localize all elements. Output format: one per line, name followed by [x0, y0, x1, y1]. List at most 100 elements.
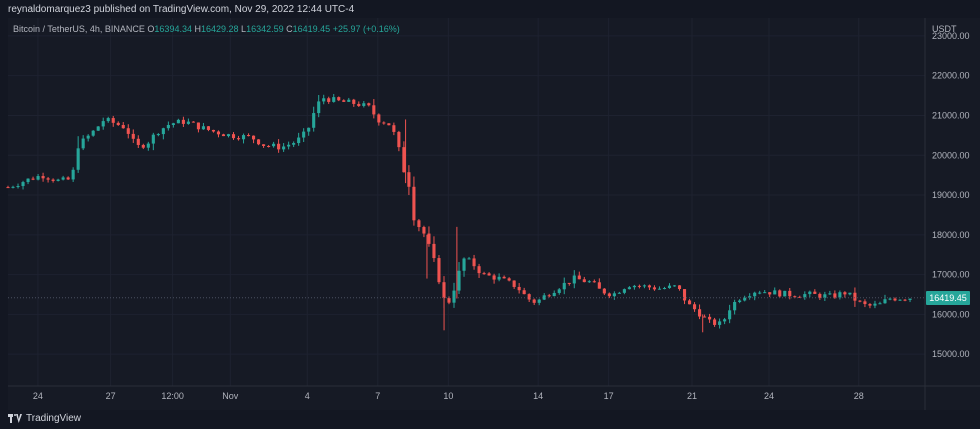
- candle-body: [377, 114, 381, 123]
- candle-body: [482, 273, 486, 275]
- candle-body: [632, 285, 636, 288]
- x-tick-label: 24: [33, 391, 43, 401]
- y-tick-label: 22000.00: [932, 71, 970, 81]
- candle-body: [828, 293, 832, 295]
- candle-body: [427, 233, 431, 244]
- candle-body: [211, 129, 216, 132]
- candle-body: [191, 121, 195, 123]
- candle-body: [171, 123, 175, 126]
- candle-body: [166, 125, 170, 129]
- y-tick-label: 18000.00: [932, 230, 970, 240]
- candle-body: [51, 179, 55, 181]
- candle-body: [352, 99, 356, 104]
- candle-body: [768, 292, 772, 295]
- candle-body: [181, 119, 185, 124]
- candle-body: [823, 294, 827, 298]
- candle-body: [743, 297, 747, 301]
- candle-body: [562, 282, 566, 290]
- candle-body: [367, 103, 371, 106]
- candle-body: [91, 130, 95, 136]
- y-tick-label: 21000.00: [932, 110, 970, 120]
- candle-body: [893, 298, 897, 301]
- candle-body: [487, 273, 491, 276]
- candle-body: [41, 176, 45, 179]
- candle-body: [612, 293, 616, 297]
- candle-body: [557, 289, 561, 293]
- candle-body: [287, 144, 291, 147]
- candle-body: [803, 294, 807, 298]
- candle-body: [532, 299, 536, 303]
- candle-body: [567, 282, 571, 284]
- candle-body: [116, 122, 120, 125]
- candle-body: [582, 279, 586, 283]
- candle-body: [497, 276, 501, 280]
- candle-body: [412, 186, 416, 221]
- candle-body: [813, 291, 817, 294]
- candle-body: [11, 186, 15, 188]
- candle-body: [437, 258, 441, 283]
- candle-body: [698, 309, 702, 317]
- candle-body: [282, 146, 286, 150]
- candle-body: [758, 292, 762, 294]
- candle-body: [186, 121, 190, 124]
- change-value: +25.97 (+0.16%): [332, 24, 400, 34]
- brand-name: TradingView: [26, 413, 82, 424]
- candle-body: [627, 287, 631, 290]
- candle-body: [858, 300, 862, 302]
- open-value: 16394.34: [154, 24, 192, 34]
- candle-body: [798, 296, 802, 298]
- candle-body: [703, 316, 707, 318]
- candle-body: [793, 296, 797, 298]
- candle-body: [252, 135, 256, 140]
- candle-body: [216, 131, 221, 135]
- candle-body: [422, 227, 426, 234]
- candle-body: [662, 288, 667, 290]
- candle-body: [647, 285, 652, 288]
- candle-body: [447, 298, 451, 303]
- candle-body: [687, 300, 692, 305]
- candle-body: [652, 287, 657, 290]
- candle-body: [587, 281, 591, 283]
- candle-body: [121, 124, 125, 129]
- x-tick-label: 21: [687, 391, 697, 401]
- candle-body: [512, 280, 516, 287]
- candle-body: [617, 292, 621, 294]
- candle-body: [16, 186, 20, 188]
- candle-body: [597, 282, 601, 289]
- candle-body: [317, 101, 321, 114]
- candle-body: [111, 118, 115, 123]
- candle-body: [692, 304, 697, 310]
- candle-body: [667, 285, 672, 289]
- chart-pane[interactable]: [8, 18, 980, 410]
- x-tick-label: 14: [533, 391, 543, 401]
- close-label: C: [286, 24, 293, 34]
- candle-body: [36, 176, 40, 180]
- candle-body: [888, 298, 892, 300]
- footer-bar: [0, 410, 980, 429]
- y-tick-label: 20000.00: [932, 150, 970, 160]
- candle-body: [838, 292, 842, 298]
- x-tick-label: 24: [764, 391, 774, 401]
- candle-body: [372, 105, 376, 115]
- candle-body: [206, 126, 211, 130]
- candle-body: [96, 126, 100, 131]
- candle-body: [818, 293, 822, 298]
- tradingview-brand[interactable]: TradingView: [8, 413, 81, 424]
- x-tick-label: 27: [106, 391, 116, 401]
- x-tick-label: 17: [604, 391, 614, 401]
- candle-body: [231, 134, 236, 139]
- candle-body: [31, 178, 35, 180]
- candle-body: [126, 128, 130, 134]
- candle-body: [337, 97, 341, 101]
- tradingview-logo-icon: [8, 414, 22, 423]
- last-price-tag: 16419.45: [926, 291, 970, 305]
- candle-body: [878, 303, 882, 305]
- y-tick-label: 23000.00: [932, 31, 970, 41]
- candle-body: [672, 285, 677, 287]
- candle-body: [56, 179, 60, 181]
- x-tick-label: Nov: [222, 391, 239, 401]
- candle-body: [592, 281, 596, 283]
- candle-body: [6, 187, 10, 189]
- candle-body: [868, 304, 872, 306]
